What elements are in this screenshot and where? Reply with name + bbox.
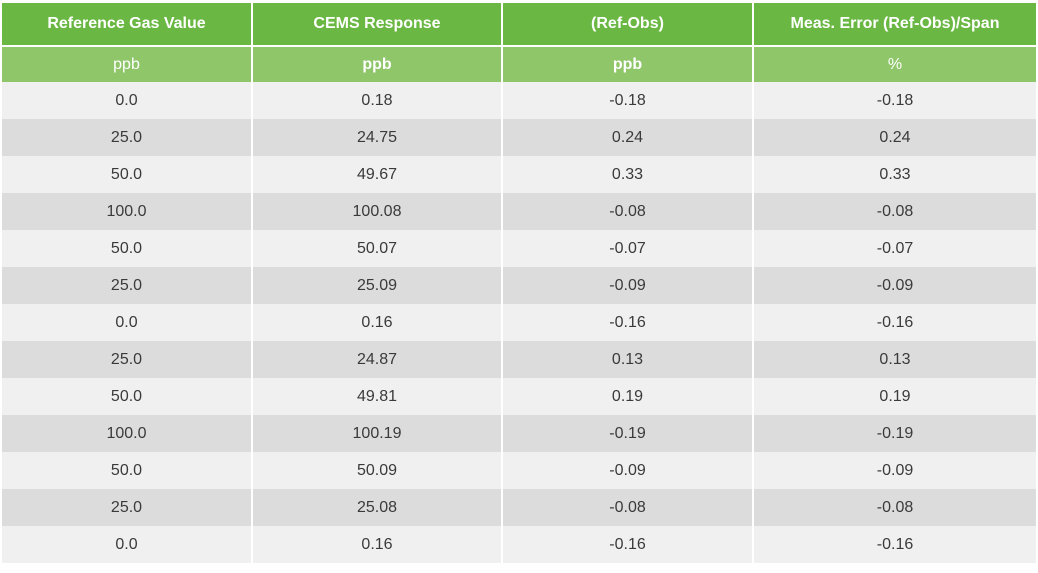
table-row: 25.0 24.87 0.13 0.13 [2,341,1036,378]
unit-row: ppb ppb ppb % [2,46,1036,82]
cell-cems-response: 50.09 [252,452,503,489]
cell-ref-obs: -0.09 [502,452,754,489]
unit-cems-response: ppb [252,46,503,82]
cell-ref-obs: -0.16 [502,304,754,341]
unit-measurement-error: % [753,46,1036,82]
cell-reference-gas-value: 50.0 [2,156,253,193]
cell-measurement-error: -0.08 [753,193,1036,230]
cell-cems-response: 24.87 [252,341,503,378]
table-row: 50.0 50.09 -0.09 -0.09 [2,452,1036,489]
cell-measurement-error: 0.19 [753,378,1036,415]
table-row: 25.0 25.08 -0.08 -0.08 [2,489,1036,526]
table-row: 25.0 25.09 -0.09 -0.09 [2,267,1036,304]
header-cems-response: CEMS Response [252,3,503,47]
cell-measurement-error: -0.07 [753,230,1036,267]
cell-measurement-error: -0.09 [753,267,1036,304]
unit-ref-obs: ppb [502,46,754,82]
table-row: 50.0 49.81 0.19 0.19 [2,378,1036,415]
table-body: 0.0 0.18 -0.18 -0.18 25.0 24.75 0.24 0.24 50.0 49… [2,82,1036,563]
cell-cems-response: 100.19 [252,415,503,452]
cell-measurement-error: -0.18 [753,82,1036,119]
cell-cems-response: 49.81 [252,378,503,415]
cell-ref-obs: 0.19 [502,378,754,415]
cell-measurement-error: -0.09 [753,452,1036,489]
cell-ref-obs: -0.08 [502,489,754,526]
cell-cems-response: 49.67 [252,156,503,193]
cell-cems-response: 0.16 [252,304,503,341]
cell-cems-response: 0.16 [252,526,503,563]
cell-cems-response: 0.18 [252,82,503,119]
table-row: 0.0 0.18 -0.18 -0.18 [2,82,1036,119]
cell-reference-gas-value: 0.0 [2,526,253,563]
cell-cems-response: 50.07 [252,230,503,267]
header-ref-obs: (Ref-Obs) [502,3,754,47]
cell-measurement-error: -0.08 [753,489,1036,526]
cell-reference-gas-value: 25.0 [2,119,253,156]
header-reference-gas-value: Reference Gas Value [2,3,253,47]
table-row: 50.0 50.07 -0.07 -0.07 [2,230,1036,267]
table-row: 0.0 0.16 -0.16 -0.16 [2,526,1036,563]
cell-ref-obs: 0.33 [502,156,754,193]
cell-ref-obs: -0.09 [502,267,754,304]
calibration-table-container: Reference Gas Value CEMS Response (Ref-O… [2,3,1036,563]
header-measurement-error: Meas. Error (Ref-Obs)/Span [753,3,1036,47]
cell-measurement-error: -0.16 [753,304,1036,341]
cell-reference-gas-value: 25.0 [2,341,253,378]
cell-reference-gas-value: 0.0 [2,82,253,119]
cell-ref-obs: -0.08 [502,193,754,230]
cell-ref-obs: 0.13 [502,341,754,378]
table-row: 100.0 100.19 -0.19 -0.19 [2,415,1036,452]
cell-reference-gas-value: 50.0 [2,378,253,415]
table-row: 100.0 100.08 -0.08 -0.08 [2,193,1036,230]
cell-ref-obs: -0.16 [502,526,754,563]
cell-cems-response: 25.08 [252,489,503,526]
cell-reference-gas-value: 0.0 [2,304,253,341]
cell-cems-response: 24.75 [252,119,503,156]
cell-reference-gas-value: 50.0 [2,230,253,267]
table-row: 0.0 0.16 -0.16 -0.16 [2,304,1036,341]
cell-ref-obs: 0.24 [502,119,754,156]
cell-ref-obs: -0.19 [502,415,754,452]
cell-reference-gas-value: 50.0 [2,452,253,489]
cell-measurement-error: 0.13 [753,341,1036,378]
cell-reference-gas-value: 100.0 [2,193,253,230]
cell-cems-response: 100.08 [252,193,503,230]
cell-reference-gas-value: 100.0 [2,415,253,452]
cell-reference-gas-value: 25.0 [2,489,253,526]
header-row: Reference Gas Value CEMS Response (Ref-O… [2,3,1036,47]
cell-measurement-error: -0.16 [753,526,1036,563]
cell-reference-gas-value: 25.0 [2,267,253,304]
cell-ref-obs: -0.07 [502,230,754,267]
cell-ref-obs: -0.18 [502,82,754,119]
table-row: 50.0 49.67 0.33 0.33 [2,156,1036,193]
cell-measurement-error: 0.24 [753,119,1036,156]
cell-measurement-error: -0.19 [753,415,1036,452]
cell-measurement-error: 0.33 [753,156,1036,193]
calibration-table: Reference Gas Value CEMS Response (Ref-O… [2,3,1036,563]
table-row: 25.0 24.75 0.24 0.24 [2,119,1036,156]
cell-cems-response: 25.09 [252,267,503,304]
unit-reference-gas-value: ppb [2,46,253,82]
